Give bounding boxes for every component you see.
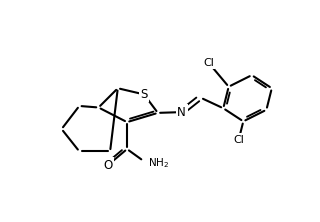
Text: Cl: Cl [203,58,214,68]
Text: N: N [177,106,186,119]
Text: NH$_2$: NH$_2$ [148,156,169,170]
Text: Cl: Cl [233,135,244,145]
Text: O: O [103,159,112,172]
Text: S: S [140,88,148,101]
